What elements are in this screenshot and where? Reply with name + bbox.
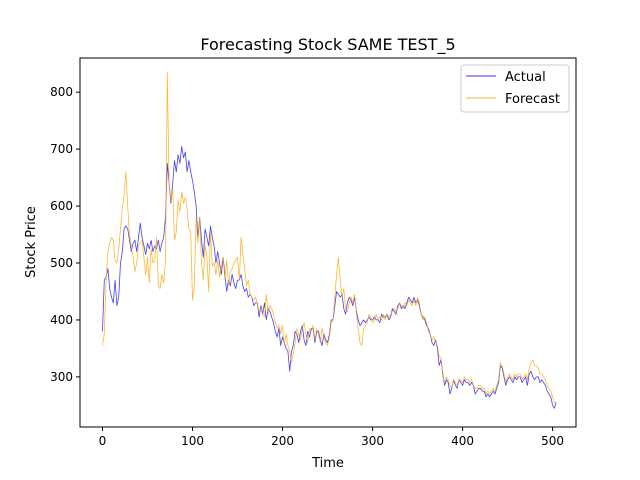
x-tick-label: 500	[541, 434, 564, 448]
y-axis-label: Stock Price	[24, 206, 39, 278]
legend-label-forecast: Forecast	[505, 92, 560, 107]
y-tick-label: 500	[50, 256, 73, 270]
y-tick-label: 600	[50, 199, 73, 213]
axes-frame	[79, 57, 577, 428]
x-axis-label: Time	[311, 456, 344, 471]
legend: Actual Forecast	[460, 64, 570, 113]
x-tick-label: 200	[271, 434, 294, 448]
x-tick-label: 300	[361, 434, 384, 448]
x-tick-label: 400	[451, 434, 474, 448]
y-tick-label: 800	[50, 85, 73, 99]
legend-box	[460, 64, 570, 113]
series-line-actual	[102, 145, 557, 409]
chart-title: Forecasting Stock SAME TEST_5	[200, 35, 455, 55]
y-tick-label: 300	[50, 370, 73, 384]
series-line-forecast	[102, 71, 557, 403]
legend-label-actual: Actual	[505, 70, 546, 85]
y-tick-label: 700	[50, 142, 73, 156]
plot-lines	[102, 71, 557, 409]
x-tick-label: 100	[181, 434, 204, 448]
y-axis: 300 400 500 600 700 800	[50, 85, 80, 384]
y-tick-label: 400	[50, 313, 73, 327]
x-axis: 0 100 200 300 400 500	[99, 427, 564, 448]
x-tick-label: 0	[99, 434, 107, 448]
